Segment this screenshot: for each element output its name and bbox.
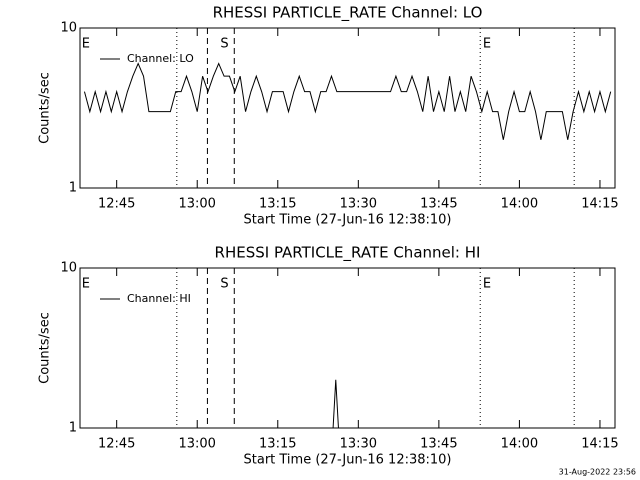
x-tick-label: 14:00 [501,437,538,452]
chart-title: RHESSI PARTICLE_RATE Channel: LO [213,4,483,23]
x-tick-label: 14:15 [581,197,618,212]
legend-label: Channel: HI [127,292,191,305]
x-tick-label: 13:30 [340,197,377,212]
y-tick-label: 10 [60,261,77,276]
y-tick-label: 1 [69,181,77,196]
data-line [84,379,611,429]
y-axis-label: Counts/sec [38,312,53,384]
annotation: E [483,37,491,52]
data-line [83,62,612,140]
x-tick-label: 13:00 [178,197,215,212]
x-tick-label: 13:15 [259,197,296,212]
annotation: E [82,37,90,52]
x-axis-label: Start Time (27-Jun-16 12:38:10) [244,453,452,468]
x-tick-label: 12:45 [98,437,135,452]
x-tick-label: 13:30 [340,437,377,452]
y-tick-label: 10 [60,21,77,36]
legend-label: Channel: LO [127,52,194,65]
x-tick-label: 13:00 [178,437,215,452]
annotation: S [220,277,228,292]
x-tick-label: 13:45 [420,197,457,212]
x-tick-label: 12:45 [98,197,135,212]
x-tick-label: 13:45 [420,437,457,452]
annotation: E [82,277,90,292]
chart-title: RHESSI PARTICLE_RATE Channel: HI [215,244,481,263]
x-tick-label: 13:15 [259,437,296,452]
footer: 31-Aug-2022 23:56 [559,468,636,477]
y-axis-label: Counts/sec [38,72,53,144]
annotation: E [483,277,491,292]
y-tick-label: 1 [69,421,77,436]
x-tick-label: 14:00 [501,197,538,212]
x-axis-label: Start Time (27-Jun-16 12:38:10) [244,213,452,228]
x-tick-label: 14:15 [581,437,618,452]
plot-frame [79,27,616,189]
annotation: S [220,37,228,52]
